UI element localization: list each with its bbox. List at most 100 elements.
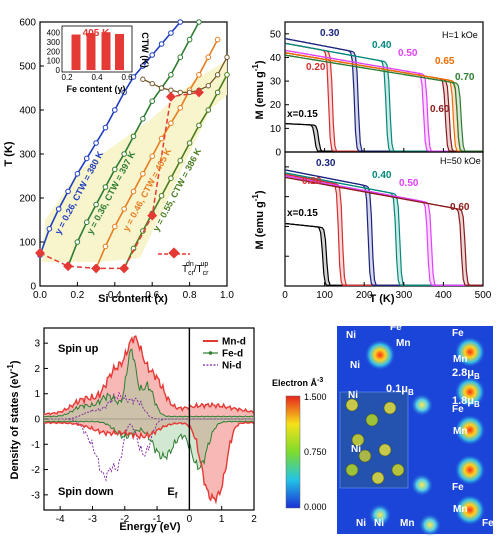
upper-branch-point-7 [205, 83, 211, 89]
crystal-atom-4 [378, 443, 392, 457]
mn-spin-down-line [43, 421, 254, 505]
x-tick-label-2: 0.4 [108, 290, 122, 301]
atom-label-9: Fe [452, 482, 464, 493]
series-1-point-7 [130, 133, 137, 140]
x-tick-label-0: 0 [282, 290, 288, 301]
panel-c-x-label: T (K) [369, 293, 394, 305]
cooling-curve-2 [285, 169, 483, 287]
y-tick-label-6: 3 [34, 339, 40, 350]
x-tick-label-1: 100 [316, 290, 333, 301]
charge-density-lobe-8 [369, 504, 391, 526]
spin-down-label: Spin down [58, 486, 114, 498]
hysteresis-fill-0 [285, 223, 483, 286]
series-3-point-8 [196, 122, 202, 129]
colorbar-title: Electron Å-3 [272, 377, 323, 388]
series-1-point-5 [112, 166, 118, 173]
series-1-point-14 [196, 19, 202, 25]
atom-label-0: Ni [346, 330, 356, 341]
atom-label-13: Ni [374, 518, 384, 529]
series-2-point-8 [168, 120, 174, 126]
series-2-point-4 [130, 188, 137, 195]
mn-spin-up-line [43, 335, 254, 416]
inset-x-tick-0: 0.2 [61, 73, 73, 82]
crystal-atom-0 [345, 398, 359, 412]
atom-label-2: Mn [453, 354, 467, 365]
panel-a-y-label: T (K) [3, 141, 15, 166]
warming-curve-0 [285, 222, 483, 287]
series-2-point-11 [196, 72, 202, 78]
y-tick-label-5: 50 [270, 29, 282, 40]
y-tick-label-2: 20 [270, 100, 282, 111]
upper-branch-point-2 [158, 85, 165, 91]
curve-label-1: 0.20 [306, 62, 326, 73]
y-tick-label-4: 40 [270, 53, 282, 64]
panel-c-y-label: M (emu g-1) [251, 190, 266, 249]
charge-density-lobe-1 [455, 337, 485, 367]
series-0-point-14 [168, 30, 174, 36]
dos-legend-marker-1 [208, 351, 213, 355]
curve-label-4: 0.50 [398, 48, 418, 59]
series-2-point-13 [214, 36, 221, 43]
panel-b-field-label: H=1 kOe [442, 30, 478, 40]
series-1-point-12 [177, 54, 184, 61]
magnetic-moment-0: 2.8μB [452, 367, 480, 381]
atom-label-7: Ni [351, 444, 361, 455]
curve-label-5: 0.60 [430, 104, 450, 115]
series-2-point-3 [121, 206, 127, 212]
panel-c-field-label: H=50 kOe [440, 156, 481, 166]
inset-y-tick-0: 0 [56, 66, 61, 75]
series-1-point-2 [83, 219, 90, 225]
crystal-atom-1 [365, 413, 379, 427]
atom-label-12: Mn [396, 338, 410, 349]
inset-y-label: CTW (K) [140, 32, 150, 68]
x-tick-label-5: 1 [219, 514, 225, 525]
series-3-point-6 [177, 157, 184, 164]
series-0-point-8 [112, 107, 118, 113]
series-2-point-9 [177, 105, 184, 111]
hysteresis-fill-3 [285, 43, 483, 152]
x-tick-label-5: 1.0 [220, 290, 234, 301]
inset-bar-0 [71, 34, 81, 70]
series-3-point-4 [158, 193, 165, 199]
y-tick-label-2: -1 [31, 440, 40, 451]
series-2-point-1 [102, 243, 109, 250]
series-1-point-9 [149, 98, 155, 104]
colorbar-mid-tick: 0.750 [304, 447, 327, 457]
curve-label-4: 0.50 [399, 178, 419, 189]
panel-d-y-label: Density of states (eV-1) [6, 360, 21, 479]
spin-up-label: Spin up [58, 343, 99, 355]
inset-x-tick-2: 0.6 [121, 73, 133, 82]
series-0-point-6 [93, 140, 99, 146]
cooling-curve-4 [285, 175, 483, 287]
curve-label-3: 0.40 [372, 40, 392, 51]
series-1-point-8 [140, 116, 146, 122]
series-line-3 [123, 74, 228, 269]
fe-spin-down-fill [44, 419, 254, 470]
magnetic-moment-2: 1.8μB [452, 395, 480, 409]
cooling-curve-5 [285, 176, 483, 287]
y-tick-label-5: 2 [34, 364, 40, 375]
series-1-point-1 [74, 239, 81, 245]
atom-label-5: Fe [452, 404, 464, 415]
series-0-point-10 [130, 74, 137, 80]
series-2-point-5 [140, 171, 146, 177]
charge-density-lobe-3 [455, 415, 485, 445]
upper-branch-point-4 [177, 89, 183, 96]
y-tick-label-3: 300 [19, 150, 36, 161]
inset-title: 405 K [83, 28, 110, 39]
series-0-point-12 [149, 52, 155, 58]
curve-label-1: 0.20 [302, 176, 322, 187]
atom-label-3: Ni [350, 360, 360, 371]
warming-curve-2 [285, 169, 483, 287]
cooling-curve-0 [285, 222, 483, 287]
x-tick-label-0: -4 [56, 514, 65, 525]
atom-label-1: Fe [452, 328, 464, 339]
dos-legend-label-1: Fe-d [222, 349, 243, 360]
inset-x-label: Fe content (y) [66, 84, 125, 94]
hysteresis-fill-2 [285, 170, 483, 286]
inset-y-tick-3: 300 [47, 38, 61, 47]
tcr-point-6 [194, 87, 204, 98]
y-tick-label-1: 10 [270, 124, 282, 135]
inset-y-tick-4: 400 [47, 29, 61, 38]
tcr-point-5 [165, 91, 176, 102]
